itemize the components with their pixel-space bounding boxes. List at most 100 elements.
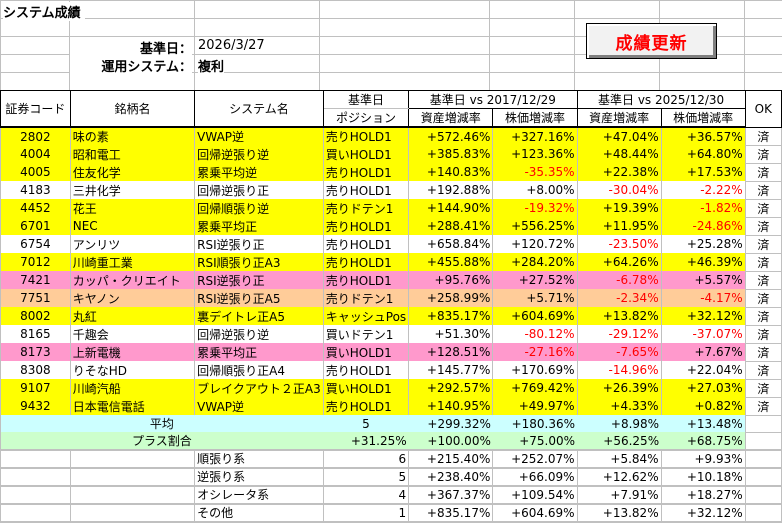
code-cell[interactable]: 8002 [0, 307, 71, 325]
a2-cell[interactable]: -6.78% [576, 271, 662, 289]
a1-cell[interactable]: +292.57% [408, 379, 493, 397]
p2-cell[interactable]: -37.07% [660, 325, 746, 343]
a1-cell[interactable]: +288.41% [408, 217, 493, 235]
position-cell[interactable]: 売りHOLD1 [322, 127, 409, 145]
p2-cell[interactable]: +7.67% [660, 343, 746, 361]
a2-cell[interactable]: -2.34% [576, 289, 662, 307]
ok-cell[interactable]: 済 [744, 198, 782, 218]
p2-cell[interactable]: +64.80% [660, 145, 746, 163]
ok-cell[interactable]: 済 [744, 126, 782, 146]
system-cell[interactable]: 回帰逆張り逆 [194, 145, 324, 163]
a1-cell[interactable]: +145.77% [408, 361, 493, 379]
ok-cell[interactable]: 済 [744, 378, 782, 398]
p2-cell[interactable]: -1.82% [660, 199, 746, 217]
name-cell[interactable]: りそなHD [69, 361, 195, 379]
a2-cell[interactable]: +26.39% [576, 379, 662, 397]
position-cell[interactable]: 売りHOLD1 [322, 271, 409, 289]
system-cell[interactable]: VWAP逆 [194, 397, 324, 415]
p2-cell[interactable]: -4.17% [660, 289, 746, 307]
position-cell[interactable]: キャッシュPos [322, 307, 409, 325]
a2-cell[interactable]: -30.04% [576, 181, 662, 199]
p1-cell[interactable]: +75.00% [492, 432, 578, 450]
empty-cell[interactable] [69, 503, 196, 522]
a1-cell[interactable]: +144.90% [408, 199, 493, 217]
update-results-button[interactable]: 成績更新 [586, 23, 717, 59]
p1-cell[interactable]: +5.71% [492, 289, 578, 307]
a1-cell[interactable]: +455.88% [408, 253, 493, 271]
p1-cell[interactable]: +327.16% [492, 127, 578, 145]
code-cell[interactable]: 8165 [0, 325, 71, 343]
position-cell[interactable]: +31.25% [323, 432, 409, 450]
a1-cell[interactable]: +215.40% [408, 449, 494, 468]
a1-cell[interactable]: +835.17% [408, 503, 494, 522]
ok-cell[interactable]: 済 [744, 288, 782, 308]
p1-cell[interactable]: +604.69% [492, 307, 578, 325]
p2-cell[interactable]: +22.04% [660, 361, 746, 379]
name-cell[interactable]: 川崎汽船 [69, 379, 195, 397]
empty-cell[interactable] [69, 449, 196, 468]
system-cell[interactable]: RSI逆張り正A5 [194, 289, 324, 307]
code-cell[interactable]: 4004 [0, 145, 71, 163]
ok-cell[interactable] [744, 414, 782, 433]
p1-cell[interactable]: +769.42% [492, 379, 578, 397]
a2-cell[interactable]: +11.95% [576, 217, 662, 235]
a2-cell[interactable]: +4.33% [576, 397, 662, 415]
a1-cell[interactable]: +128.51% [408, 343, 493, 361]
position-cell[interactable]: 売りHOLD1 [322, 235, 409, 253]
p1-cell[interactable]: +180.36% [492, 415, 578, 432]
p1-cell[interactable]: +252.07% [492, 449, 578, 468]
empty-cell[interactable] [0, 503, 71, 522]
a1-cell[interactable]: +100.00% [408, 432, 493, 450]
a1-cell[interactable]: +367.37% [408, 485, 494, 504]
p1-cell[interactable]: +49.97% [492, 397, 578, 415]
code-cell[interactable]: 7751 [0, 289, 71, 307]
code-cell[interactable]: 6701 [0, 217, 71, 235]
ok-cell[interactable] [744, 431, 782, 450]
category-count[interactable]: 4 [322, 485, 410, 504]
system-cell[interactable]: 累乗平均逆 [194, 163, 324, 181]
p1-cell[interactable]: +604.69% [492, 503, 578, 522]
p2-cell[interactable]: +36.57% [660, 127, 746, 145]
position-cell[interactable]: 売りHOLD1 [322, 397, 409, 415]
a1-cell[interactable]: +299.32% [408, 415, 493, 432]
system-cell[interactable]: 累乗平均正 [194, 343, 324, 361]
system-cell[interactable]: 回帰逆張り正 [194, 181, 324, 199]
p2-cell[interactable]: +17.53% [660, 163, 746, 181]
a1-cell[interactable]: +95.76% [408, 271, 493, 289]
position-cell[interactable]: 売りHOLD1 [322, 361, 409, 379]
ok-cell[interactable]: 済 [744, 396, 782, 416]
a2-cell[interactable]: +13.82% [576, 503, 662, 522]
position-cell[interactable]: 売りドテン1 [322, 199, 409, 217]
code-cell[interactable]: 4452 [0, 199, 71, 217]
a2-cell[interactable]: -14.96% [576, 361, 662, 379]
ok-cell[interactable]: 済 [744, 270, 782, 290]
a2-cell[interactable]: +56.25% [577, 432, 662, 450]
a1-cell[interactable]: +140.83% [408, 163, 493, 181]
system-cell[interactable]: 累乗平均正 [194, 217, 324, 235]
a2-cell[interactable]: +7.91% [576, 485, 662, 504]
position-cell[interactable]: 買いドテン1 [322, 325, 409, 343]
code-cell[interactable]: 4183 [0, 181, 71, 199]
a2-cell[interactable]: +12.62% [576, 467, 662, 486]
p2-cell[interactable]: +10.18% [660, 467, 746, 486]
position-cell[interactable]: 買いHOLD1 [322, 145, 409, 163]
code-cell[interactable]: 6754 [0, 235, 71, 253]
name-cell[interactable]: 三井化学 [69, 181, 195, 199]
a2-cell[interactable]: +64.26% [576, 253, 662, 271]
position-cell[interactable]: 売りHOLD1 [322, 253, 409, 271]
name-cell[interactable]: 上新電機 [69, 343, 195, 361]
p1-cell[interactable]: -19.32% [492, 199, 578, 217]
a2-cell[interactable]: -7.65% [576, 343, 662, 361]
category-label[interactable]: その他 [194, 503, 324, 522]
p1-cell[interactable]: +66.09% [492, 467, 578, 486]
category-label[interactable]: 順張り系 [194, 449, 324, 468]
code-cell[interactable]: 8308 [0, 361, 71, 379]
p2-cell[interactable]: +9.93% [660, 449, 746, 468]
code-cell[interactable]: 9432 [0, 397, 71, 415]
ok-cell[interactable]: 済 [744, 162, 782, 182]
p1-cell[interactable]: +123.36% [492, 145, 578, 163]
ok-cell[interactable] [744, 503, 782, 522]
position-cell[interactable]: 売りHOLD1 [322, 217, 409, 235]
a2-cell[interactable]: -23.50% [576, 235, 662, 253]
ok-cell[interactable]: 済 [744, 144, 782, 164]
